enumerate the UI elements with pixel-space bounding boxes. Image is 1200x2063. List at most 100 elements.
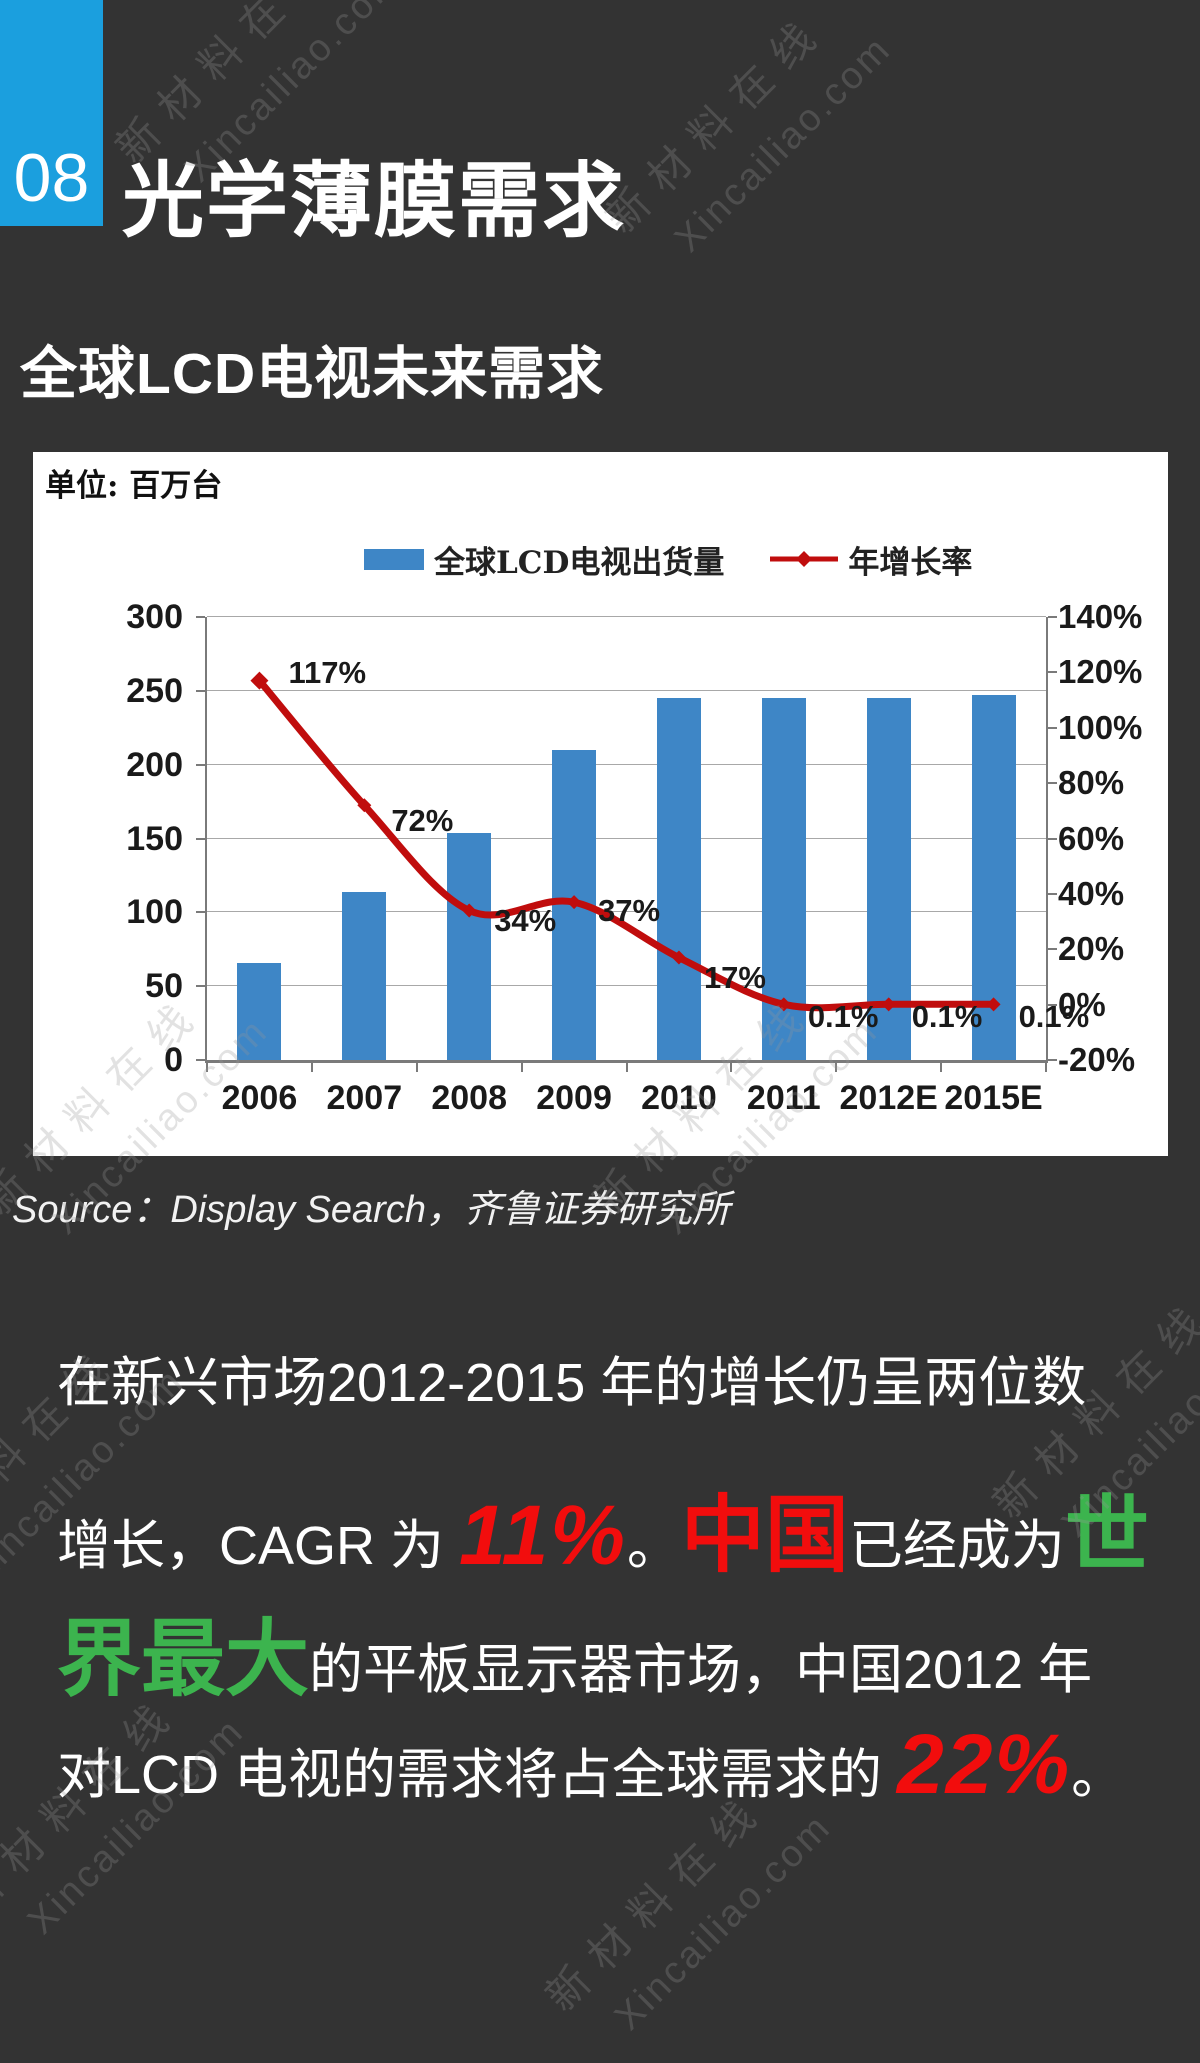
x-axis-label: 2012E bbox=[839, 1079, 938, 1117]
line-marker bbox=[462, 903, 477, 918]
left-axis-line bbox=[205, 617, 207, 1060]
right-axis-tick-label: 120% bbox=[1058, 653, 1143, 691]
left-axis-tick-label: 0 bbox=[164, 1041, 183, 1079]
line-data-label: 0.1% bbox=[807, 999, 879, 1035]
bar-legend-swatch bbox=[364, 548, 424, 570]
line-legend-swatch bbox=[770, 551, 839, 567]
bottom-axis-tick bbox=[730, 1063, 733, 1072]
right-axis-tick-label: 0% bbox=[1058, 985, 1106, 1023]
bottom-axis-tick bbox=[415, 1063, 418, 1072]
right-axis-tick-label: 40% bbox=[1058, 874, 1125, 912]
left-axis-tick-label: 250 bbox=[126, 671, 183, 710]
right-axis-tick bbox=[1048, 837, 1057, 840]
right-axis-tick bbox=[1048, 782, 1057, 785]
bar bbox=[342, 891, 387, 1060]
right-axis-tick-label: 20% bbox=[1058, 930, 1125, 968]
highlight-world-largest: 界最大 bbox=[57, 1612, 310, 1706]
gridline bbox=[207, 689, 1046, 691]
bottom-axis-tick bbox=[625, 1063, 628, 1072]
bottom-axis-tick bbox=[940, 1063, 943, 1072]
bottom-axis-tick bbox=[310, 1063, 313, 1072]
line-data-label: 34% bbox=[494, 903, 557, 939]
gridline bbox=[207, 837, 1046, 839]
line-legend-label: 年增长率 bbox=[848, 544, 973, 581]
left-axis-tick bbox=[196, 911, 205, 914]
line-marker bbox=[671, 950, 686, 965]
right-axis-tick-label: 60% bbox=[1058, 819, 1125, 857]
line-data-label: 37% bbox=[598, 893, 661, 929]
right-axis-tick bbox=[1048, 948, 1057, 951]
body-text: 已经成为 bbox=[848, 1516, 1065, 1576]
left-axis-tick-label: 150 bbox=[126, 819, 183, 858]
page-number-tab: 08 bbox=[0, 0, 103, 226]
body-text: 对LCD 电视的需求将占全球需求的 bbox=[57, 1745, 898, 1805]
x-axis-label: 2010 bbox=[641, 1079, 717, 1117]
line-data-label: 0.1% bbox=[911, 999, 983, 1035]
bar bbox=[447, 832, 492, 1060]
bar bbox=[237, 962, 282, 1060]
chart-panel: 单位: 百万台 全球LCD电视出货量 年增长率 117% 72% 34% 37% 17%… bbox=[33, 452, 1168, 1156]
line-data-label: 117% bbox=[288, 654, 367, 690]
bar bbox=[656, 698, 701, 1060]
right-axis-tick bbox=[1048, 892, 1057, 895]
right-axis-tick bbox=[1048, 726, 1057, 729]
chart-legend: 全球LCD电视出货量 年增长率 bbox=[364, 544, 972, 581]
body-text: 。 bbox=[1071, 1745, 1126, 1805]
body-line-2: 增长，CAGR 为 11%。中国已经成为世 bbox=[57, 1468, 1149, 1589]
bar-legend-label: 全球LCD电视出货量 bbox=[434, 544, 725, 581]
bottom-axis-tick bbox=[1045, 1063, 1047, 1072]
line-marker bbox=[357, 798, 372, 813]
left-axis-tick bbox=[196, 985, 205, 988]
body-line-3: 界最大的平板显示器市场，中国2012 年 bbox=[57, 1592, 1092, 1713]
right-axis-tick bbox=[1048, 671, 1057, 674]
x-axis-label: 2007 bbox=[326, 1079, 403, 1117]
section-subtitle: 全球LCD电视未来需求 bbox=[20, 342, 605, 406]
line-data-label: 0.1% bbox=[1018, 999, 1090, 1035]
bottom-axis-line bbox=[205, 1060, 1048, 1063]
highlight-china: 中国 bbox=[680, 1488, 849, 1582]
plot-area: 117% 72% 34% 37% 17% 0.1% 0.1% 0.1% 300 250 200 15… bbox=[126, 598, 1142, 1079]
bottom-axis-tick bbox=[835, 1063, 838, 1072]
left-axis-tick bbox=[196, 837, 205, 840]
left-axis-tick-label: 50 bbox=[145, 967, 183, 1006]
page-number: 08 bbox=[13, 140, 90, 216]
left-axis-tick-label: 200 bbox=[126, 745, 183, 784]
body-line-1: 在新兴市场2012-2015 年的增长仍呈两位数 bbox=[57, 1353, 1087, 1413]
line-marker bbox=[250, 671, 269, 690]
body-text: 。 bbox=[626, 1516, 681, 1576]
body-text: 增长，CAGR 为 bbox=[57, 1516, 460, 1576]
line-marker bbox=[567, 895, 582, 910]
right-axis-tick-label: 100% bbox=[1058, 708, 1143, 746]
right-axis-tick-label: -20% bbox=[1058, 1041, 1136, 1078]
x-axis-label: 2008 bbox=[431, 1079, 507, 1117]
highlight-cagr-11pct: 11% bbox=[459, 1488, 627, 1582]
right-axis-tick-label: 80% bbox=[1058, 764, 1125, 802]
line-data-label: 17% bbox=[703, 959, 766, 995]
highlight-world-1: 世 bbox=[1064, 1488, 1149, 1582]
right-axis-line bbox=[1046, 617, 1048, 1060]
x-axis-label: 2011 bbox=[746, 1079, 821, 1117]
right-axis-tick bbox=[1048, 1003, 1057, 1006]
left-axis-tick-label: 300 bbox=[126, 598, 183, 636]
gridline bbox=[207, 985, 1046, 987]
x-axis-labels: 2006 2007 2008 2009 2010 2011 2012E 2015E bbox=[207, 1079, 1046, 1118]
page-title: 光学薄膜需求 bbox=[122, 156, 627, 247]
right-axis-tick bbox=[1048, 616, 1057, 618]
chart-unit-label: 单位: 百万台 bbox=[45, 468, 223, 504]
left-axis-tick bbox=[196, 616, 205, 618]
right-axis-tick-label: 140% bbox=[1058, 598, 1143, 635]
line-series bbox=[250, 671, 1001, 1012]
highlight-22pct: 22% bbox=[897, 1717, 1072, 1811]
bottom-axis-tick bbox=[520, 1063, 523, 1072]
x-axis-label: 2015E bbox=[944, 1079, 1043, 1117]
body-text: 的平板显示器市场，中国2012 年 bbox=[309, 1640, 1093, 1700]
left-axis-tick bbox=[196, 763, 205, 766]
source-note: Source：Display Search，齐鲁证券研究所 bbox=[12, 1189, 730, 1231]
line-marker bbox=[986, 997, 1001, 1012]
left-axis-tick-label: 100 bbox=[126, 893, 183, 932]
watermark: 新材料在线 Xincailiao.com bbox=[596, 3, 900, 261]
line-data-label: 72% bbox=[391, 803, 454, 839]
bottom-axis-tick bbox=[206, 1063, 208, 1072]
body-line-4: 对LCD 电视的需求将占全球需求的 22%。 bbox=[57, 1716, 1125, 1813]
line-marker bbox=[776, 997, 791, 1012]
